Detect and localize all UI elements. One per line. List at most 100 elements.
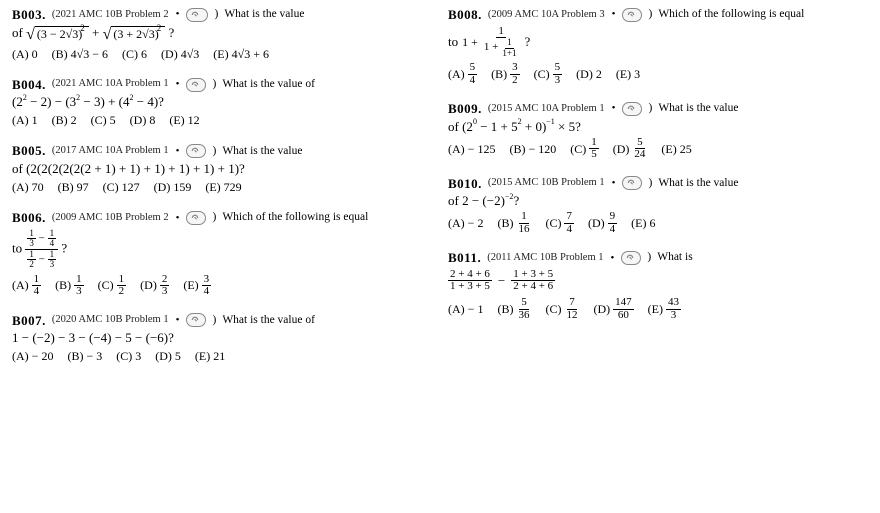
choice-c[interactable]: (C) 15 [570, 137, 599, 161]
choice-d[interactable]: (D) 4√3 [161, 46, 199, 62]
choice-c[interactable]: (C) 6 [122, 46, 147, 62]
choice-b[interactable]: (B) 13 [55, 274, 84, 298]
gauge-icon [190, 213, 200, 223]
choice-a[interactable]: (A) 0 [12, 46, 38, 62]
gauge-icon [190, 80, 200, 90]
difficulty-tag[interactable] [186, 144, 206, 158]
problem-id: B006. [12, 209, 46, 227]
question-text: What is the value of [222, 77, 315, 93]
gauge-icon [190, 146, 200, 156]
problem-id: B005. [12, 142, 46, 160]
choice-e[interactable]: (E) 25 [661, 141, 691, 157]
choice-a[interactable]: (A) 1 [12, 112, 38, 128]
question-text: Which of the following is equal [658, 7, 804, 23]
gauge-icon [190, 315, 200, 325]
close-paren: ) [214, 7, 218, 23]
choice-e[interactable]: (E) 21 [195, 348, 225, 364]
choice-a[interactable]: (A) 54 [448, 62, 477, 86]
choices: (A) 54 (B) 32 (C) 53 (D) 2 (E) 3 [448, 62, 868, 86]
choice-d[interactable]: (D) 159 [154, 179, 192, 195]
problem-source: (2017 AMC 10A Problem 1 [52, 144, 169, 158]
problem-source: (2015 AMC 10A Problem 1 [488, 102, 605, 116]
choices: (A) − 20 (B) − 3 (C) 3 (D) 5 (E) 21 [12, 348, 432, 364]
choice-d[interactable]: (D) 23 [140, 274, 169, 298]
sqrt-2: √ (3 + 2√3)2 [103, 26, 166, 42]
close-paren: ) [648, 7, 652, 23]
difficulty-tag[interactable] [186, 313, 206, 327]
choice-e[interactable]: (E) 34 [183, 274, 211, 298]
difficulty-tag[interactable] [186, 78, 206, 92]
choice-b[interactable]: (B) 536 [497, 297, 531, 321]
choice-a[interactable]: (A) 14 [12, 274, 41, 298]
choice-a[interactable]: (A) − 2 [448, 215, 483, 231]
choice-e[interactable]: (E) 4√3 + 6 [213, 46, 269, 62]
close-paren: ) [212, 77, 216, 93]
sqrt-1: √ (3 − 2√3)2 [26, 26, 89, 42]
choice-d[interactable]: (D) 94 [588, 211, 617, 235]
choice-b[interactable]: (B) 32 [491, 62, 520, 86]
problem-b007: B007. (2020 AMC 10B Problem 1 • ) What i… [12, 312, 432, 365]
question-text: What is the value [658, 101, 738, 117]
problem-b003: B003. (2021 AMC 10B Problem 2 • ) What i… [12, 6, 432, 62]
choice-e[interactable]: (E) 729 [205, 179, 241, 195]
choices: (A) 14 (B) 13 (C) 12 (D) 23 (E) 34 [12, 274, 432, 298]
problem-id: B011. [448, 249, 481, 267]
bullet-icon: • [175, 313, 181, 328]
problem-source: (2021 AMC 10A Problem 1 [52, 77, 169, 91]
choice-c[interactable]: (C) 12 [98, 274, 127, 298]
choice-e[interactable]: (E) 433 [648, 297, 681, 321]
choice-e[interactable]: (E) 12 [169, 112, 199, 128]
problem-b010: B010. (2015 AMC 10B Problem 1 • ) What i… [448, 175, 868, 236]
choice-c[interactable]: (C) 5 [91, 112, 116, 128]
choice-a[interactable]: (A) − 20 [12, 348, 53, 364]
choice-c[interactable]: (C) 3 [116, 348, 141, 364]
choice-b[interactable]: (B) − 120 [509, 141, 556, 157]
choice-d[interactable]: (D) 14760 [593, 297, 633, 321]
close-paren: ) [212, 144, 216, 160]
choice-e[interactable]: (E) 6 [631, 215, 655, 231]
question-text: What is the value of [222, 313, 315, 329]
choice-b[interactable]: (B) 2 [52, 112, 77, 128]
difficulty-tag[interactable] [186, 8, 208, 22]
left-column: B003. (2021 AMC 10B Problem 2 • ) What i… [12, 6, 440, 513]
difficulty-tag[interactable] [622, 176, 642, 190]
problem-source: (2009 AMC 10A Problem 3 [488, 8, 605, 22]
choice-d[interactable]: (D) 2 [576, 66, 602, 82]
question-text: What is the value [222, 144, 302, 160]
choice-c[interactable]: (C) 127 [103, 179, 140, 195]
choice-d[interactable]: (D) 524 [613, 137, 648, 161]
difficulty-tag[interactable] [621, 251, 641, 265]
bullet-icon: • [175, 144, 181, 159]
expression: of 2 − (−2)−2? [448, 194, 868, 207]
choice-c[interactable]: (C) 712 [545, 297, 579, 321]
choice-b[interactable]: (B) 97 [58, 179, 89, 195]
choice-d[interactable]: (D) 8 [130, 112, 156, 128]
choice-a[interactable]: (A) − 1 [448, 301, 483, 317]
difficulty-tag[interactable] [186, 211, 206, 225]
bullet-icon: • [610, 251, 616, 266]
choice-b[interactable]: (B) − 3 [67, 348, 102, 364]
bullet-icon: • [175, 211, 181, 226]
choice-b[interactable]: (B) 116 [497, 211, 531, 235]
problem-id: B009. [448, 100, 482, 118]
problem-b006: B006. (2009 AMC 10B Problem 2 • ) Which … [12, 209, 432, 297]
choice-d[interactable]: (D) 5 [155, 348, 181, 364]
expression: 1 − (−2) − 3 − (−4) − 5 − (−6)? [12, 331, 432, 344]
choice-a[interactable]: (A) 70 [12, 179, 44, 195]
problem-b005: B005. (2017 AMC 10A Problem 1 • ) What i… [12, 142, 432, 195]
difficulty-tag[interactable] [622, 8, 642, 22]
choices: (A) − 1 (B) 536 (C) 712 (D) 14760 (E) 43… [448, 297, 868, 321]
close-paren: ) [212, 210, 216, 226]
expression: (22 − 2) − (32 − 3) + (42 − 4)? [12, 95, 432, 108]
question-text: Which of the following is equal [222, 210, 368, 226]
choice-c[interactable]: (C) 53 [534, 62, 563, 86]
choice-a[interactable]: (A) − 125 [448, 141, 495, 157]
bullet-icon: • [175, 7, 181, 22]
choice-e[interactable]: (E) 3 [616, 66, 640, 82]
choice-c[interactable]: (C) 74 [545, 211, 574, 235]
bullet-icon: • [611, 7, 617, 22]
difficulty-tag[interactable] [622, 102, 642, 116]
choice-b[interactable]: (B) 4√3 − 6 [52, 46, 108, 62]
problem-id: B008. [448, 6, 482, 24]
choices: (A) 0 (B) 4√3 − 6 (C) 6 (D) 4√3 (E) 4√3 … [12, 46, 432, 62]
